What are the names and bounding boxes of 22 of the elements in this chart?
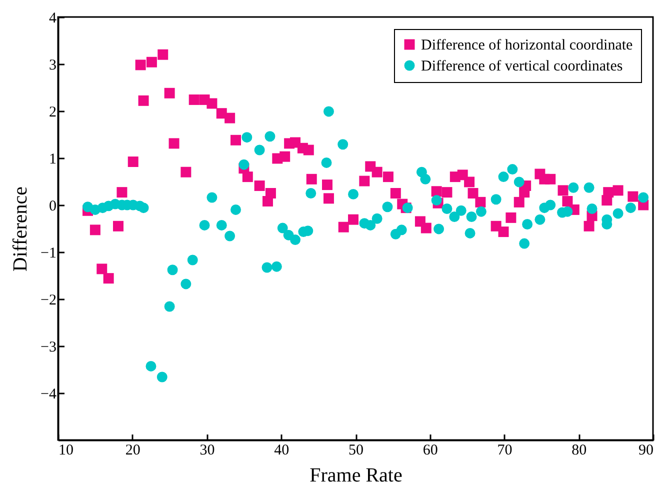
y-tick-label: 3: [49, 58, 56, 74]
y-tick-label: 2: [49, 104, 56, 120]
x-tick-label: 90: [638, 442, 654, 458]
x-tick-label: 60: [422, 442, 438, 458]
legend-label: Difference of horizontal coordinate: [421, 38, 634, 54]
y-tick-label: −3: [40, 340, 56, 356]
y-tick-label: 0: [49, 198, 56, 214]
legend-label: Difference of vertical coordinates: [421, 58, 623, 74]
y-tick-label: −2: [40, 292, 56, 308]
y-tick-label: 4: [49, 10, 57, 26]
x-tick-label: 40: [274, 442, 290, 458]
x-tick-label: 50: [348, 442, 364, 458]
y-tick-label: 1: [49, 152, 56, 168]
x-axis-title: Frame Rate: [310, 464, 402, 486]
y-axis-title: Difference: [10, 186, 32, 272]
x-tick-label: 20: [125, 442, 140, 458]
x-tick-label: 30: [200, 442, 215, 458]
y-tick-label: −1: [40, 246, 56, 262]
x-tick-label: 10: [58, 442, 74, 458]
x-tick-label: 70: [497, 442, 512, 458]
x-tick-label: 80: [572, 442, 587, 458]
y-tick-label: −4: [40, 386, 57, 402]
